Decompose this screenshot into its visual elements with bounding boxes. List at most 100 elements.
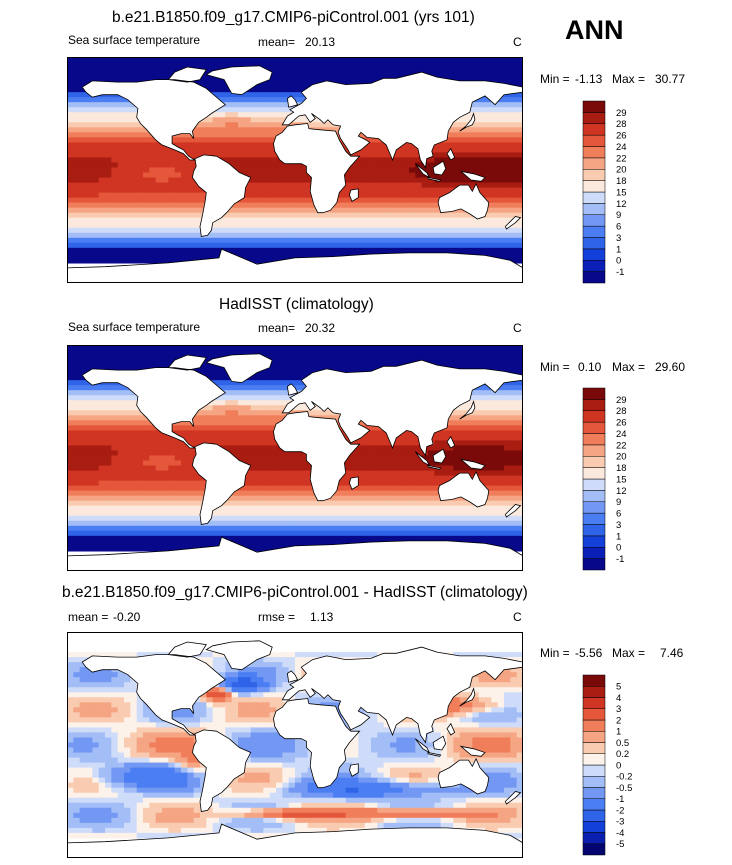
coastline (67, 640, 523, 858)
colorbar-tick-label: 4 (616, 693, 621, 704)
colorbar-swatch (582, 248, 606, 261)
colorbar-tick-label: 3 (616, 704, 621, 715)
colorbar-swatch (582, 512, 606, 525)
colorbar-swatch (582, 237, 606, 250)
colorbar-swatch (582, 501, 606, 514)
colorbar-tick-label: 6 (616, 509, 621, 520)
panel3-map (67, 632, 523, 858)
colorbar-swatch (582, 421, 606, 434)
panel2-title: HadISST (climatology) (219, 296, 374, 313)
panel2-min-value: 0.10 (578, 360, 602, 374)
panel2-mean-label: mean= (258, 321, 296, 335)
colorbar-swatch (582, 260, 606, 272)
colorbar-tick-label: 2 (616, 715, 621, 726)
colorbar-swatch (582, 742, 606, 754)
colorbar-tick-label: 18 (616, 176, 627, 187)
colorbar-swatch (582, 547, 606, 559)
colorbar-swatch (582, 271, 606, 284)
season-label: ANN (565, 15, 624, 45)
colorbar-tick-label: 1 (616, 244, 621, 255)
coastline (67, 353, 523, 571)
map-frame (67, 57, 523, 283)
panel2-mean-value: 20.32 (305, 321, 336, 335)
colorbar-swatch (582, 134, 606, 147)
colorbar-swatch (582, 123, 606, 136)
colorbar-tick-label: 22 (616, 440, 627, 451)
panel2-min-label: Min = (540, 360, 570, 374)
colorbar-swatch (582, 157, 606, 170)
colorbar-tick-label: 1 (616, 531, 621, 542)
colorbar-tick-label: -5 (616, 839, 624, 850)
colorbar-tick-label: 0 (616, 760, 621, 771)
panel1-min-label: Min = (540, 72, 570, 86)
panel1-mean-value: 20.13 (305, 35, 336, 49)
panel1-max-value: 30.77 (655, 72, 686, 86)
colorbar-swatch (582, 843, 606, 856)
panel1-field-label: Sea surface temperature (68, 33, 201, 47)
panel2-colorbar: -1 0 1 3 6 9 12 15 18 20 22 24 26 28 29 (582, 387, 627, 571)
colorbar-tick-label: 28 (616, 119, 627, 130)
colorbar-tick-label: 22 (616, 153, 627, 164)
panel2-units: C (513, 321, 522, 335)
colorbar-tick-label: 0.5 (616, 738, 629, 749)
colorbar-swatch (582, 444, 606, 457)
colorbar-tick-label: 29 (616, 395, 627, 406)
colorbar-swatch (582, 764, 606, 777)
panel1-mean-label: mean= (258, 35, 296, 49)
panel3-colorbar: -5 -4 -3 -2 -1 -0.5 -0.2 0 0.2 0.5 1 2 3 4 5 (582, 674, 632, 856)
panel3-rmse-label: rmse = (258, 610, 296, 624)
colorbar-swatch (582, 776, 606, 788)
panel1-min-value: -1.13 (575, 72, 603, 86)
colorbar-tick-label: 9 (616, 497, 621, 508)
colorbar-swatch (582, 490, 606, 503)
colorbar-swatch (582, 558, 606, 571)
colorbar-swatch (582, 535, 606, 548)
colorbar-tick-label: 0 (616, 543, 621, 554)
panel3-mean-label: mean = (68, 610, 109, 624)
colorbar-swatch (582, 821, 606, 833)
colorbar-swatch (582, 524, 606, 537)
panel1-units: C (513, 35, 522, 49)
panel2-max-label: Max = (612, 360, 646, 374)
colorbar-swatch (582, 832, 606, 844)
colorbar-tick-label: 6 (616, 222, 621, 233)
colorbar-swatch (582, 191, 606, 204)
colorbar-tick-label: 18 (616, 463, 627, 474)
colorbar-swatch (582, 169, 606, 181)
colorbar-swatch (582, 410, 606, 423)
colorbar-tick-label: 1 (616, 727, 621, 738)
colorbar-tick-label: 26 (616, 418, 627, 429)
colorbar-tick-label: 3 (616, 233, 621, 244)
panel3-rmse-value: 1.13 (310, 610, 334, 624)
colorbar-swatch (582, 686, 606, 698)
panel1-title: b.e21.B1850.f09_g17.CMIP6-piControl.001 … (112, 9, 475, 26)
map-frame (67, 345, 523, 571)
colorbar-swatch (582, 387, 606, 400)
colorbar-tick-label: 29 (616, 108, 627, 119)
colorbar-tick-label: -2 (616, 805, 624, 816)
colorbar-tick-label: 12 (616, 199, 627, 210)
colorbar-tick-label: 15 (616, 187, 627, 198)
colorbar-tick-label: 24 (616, 429, 627, 440)
colorbar-swatch (582, 467, 606, 480)
colorbar-tick-label: -3 (616, 817, 624, 828)
panel1-max-label: Max = (612, 72, 646, 86)
colorbar-tick-label: 5 (616, 682, 621, 693)
colorbar-tick-label: 28 (616, 406, 627, 417)
colorbar-swatch (582, 100, 606, 113)
colorbar-swatch (582, 399, 606, 412)
colorbar-swatch (582, 203, 606, 216)
colorbar-swatch (582, 180, 606, 193)
colorbar-swatch (582, 798, 606, 811)
panel2-max-value: 29.60 (655, 360, 686, 374)
colorbar-tick-label: -1 (616, 267, 624, 278)
colorbar-swatch (582, 433, 606, 446)
panel3-max-label: Max = (612, 646, 646, 660)
colorbar-swatch (582, 753, 606, 766)
colorbar-tick-label: 24 (616, 142, 627, 153)
panel2-field-label: Sea surface temperature (68, 320, 201, 334)
colorbar-tick-label: -0.2 (616, 772, 632, 783)
colorbar-tick-label: 0 (616, 256, 621, 267)
colorbar-swatch (582, 456, 606, 468)
colorbar-swatch (582, 112, 606, 125)
